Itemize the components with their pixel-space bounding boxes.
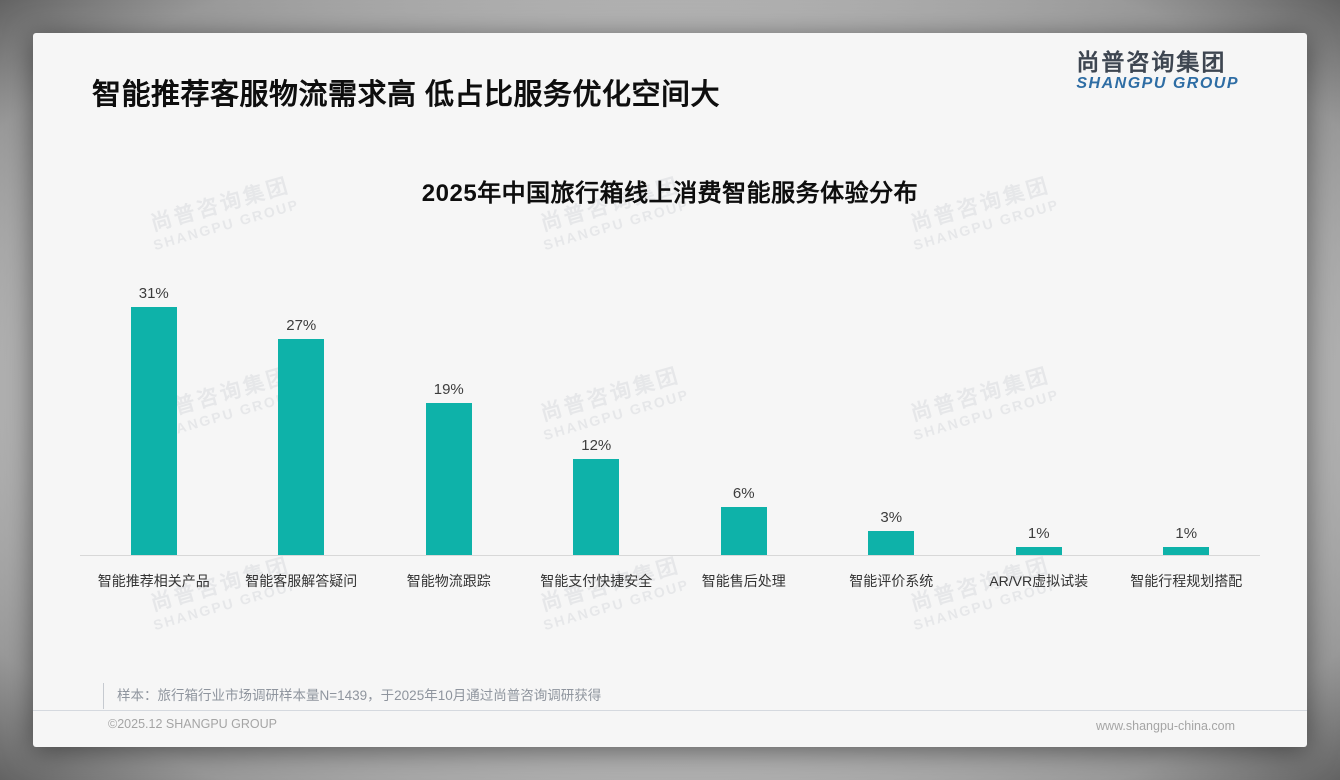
bar-value-label: 12%: [581, 437, 612, 454]
logo-english-text: SHANGPU GROUP: [1076, 75, 1239, 93]
bar-category-label: 智能行程规划搭配: [1130, 573, 1243, 589]
bar-category-label: 智能评价系统: [849, 573, 934, 589]
bar: [1163, 547, 1210, 555]
bar-column: 3%: [818, 273, 966, 555]
bar-value-label: 3%: [880, 509, 903, 526]
chart-category-axis: 智能推荐相关产品 智能客服解答疑问 智能物流跟踪 智能支付快捷安全 智能售后处理 智能评价…: [80, 556, 1260, 591]
bar-value-label: 6%: [732, 485, 755, 502]
copyright-text: ©2025.12 SHANGPU GROUP: [108, 717, 277, 731]
bar-column: 6%: [670, 273, 818, 555]
bar-value-label: 1%: [1027, 525, 1050, 542]
bar: [130, 307, 177, 555]
chart-title: 2025年中国旅行箱线上消费智能服务体验分布: [421, 180, 919, 207]
sample-note: 样本：旅行箱行业市场调研样本量N=1439，于2025年10月通过尚普咨询调研获…: [103, 683, 601, 709]
bar-column: 1%: [965, 273, 1113, 555]
bar: [868, 531, 915, 555]
bar-category-label: 智能推荐相关产品: [97, 573, 210, 589]
bar-column: 19%: [375, 273, 523, 555]
bar-value-label: 19%: [433, 381, 464, 398]
bar-column: 31%: [80, 273, 228, 555]
bar-column: 12%: [523, 273, 671, 555]
footer-divider: [33, 710, 1307, 711]
bar-category-label: 智能物流跟踪: [406, 573, 491, 589]
bar: [425, 403, 472, 555]
bar-chart: 31% 27% 19% 12% 6% 3% 1% 1% 智能推荐相关产品 智能客服解答疑问 智能物…: [80, 273, 1260, 591]
company-logo: 尚普咨询集团 SHANGPU GROUP: [1076, 49, 1239, 94]
logo-chinese-text: 尚普咨询集团: [1076, 49, 1227, 75]
bar-value-label: 1%: [1175, 525, 1198, 542]
bar-column: 27%: [228, 273, 376, 555]
bar-value-label: 31%: [138, 285, 169, 302]
bar-column: 1%: [1113, 273, 1261, 555]
bar-value-label: 27%: [286, 317, 317, 334]
bar: [573, 459, 620, 555]
bar: [278, 339, 325, 555]
chart-plot-area: 31% 27% 19% 12% 6% 3% 1% 1%: [80, 273, 1260, 556]
website-url: www.shangpu-china.com: [1096, 719, 1235, 733]
bar-category-label: AR/VR虚拟试装: [989, 573, 1089, 589]
bar: [1015, 547, 1062, 555]
bar-category-label: 智能售后处理: [701, 573, 786, 589]
bar: [720, 507, 767, 555]
slide-card: 尚普咨询集团 SHANGPU GROUP 尚普咨询集团 SHANGPU GROUP 尚普…: [33, 33, 1307, 747]
page-title: 智能推荐客服物流需求高 低占比服务优化空间大: [92, 79, 721, 111]
bar-category-label: 智能客服解答疑问: [245, 573, 358, 589]
bar-category-label: 智能支付快捷安全: [540, 573, 653, 589]
